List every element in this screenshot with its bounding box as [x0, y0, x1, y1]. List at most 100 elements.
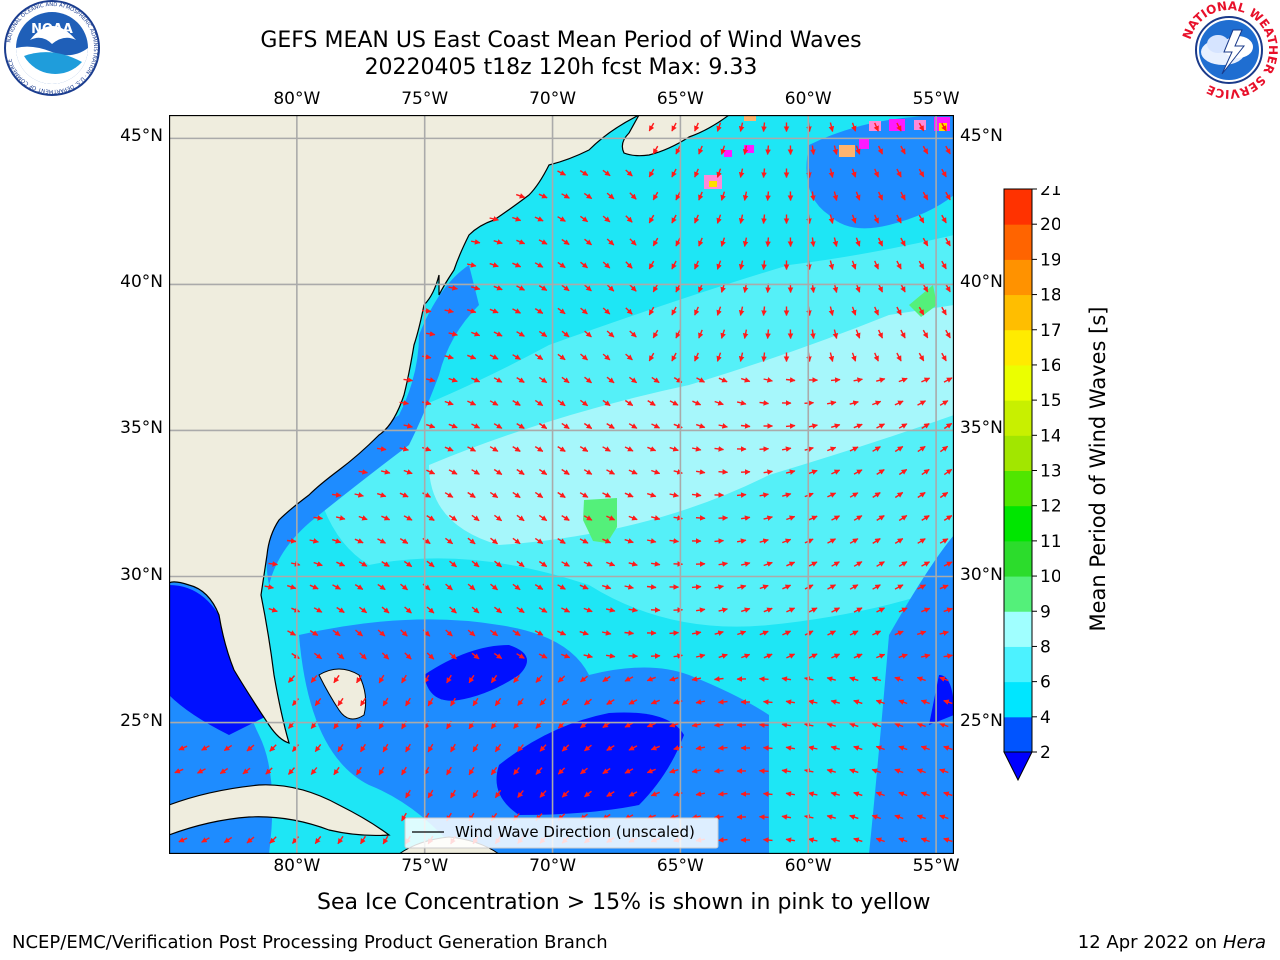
wind-wave-arrow [648, 168, 655, 178]
wind-wave-arrow [403, 515, 413, 521]
wind-wave-arrow [872, 400, 882, 406]
wind-wave-arrow [625, 261, 633, 269]
wind-wave-arrow [691, 722, 702, 728]
colorbar-tick-label: 18 [1040, 286, 1060, 306]
wind-wave-arrow [718, 561, 728, 567]
wind-wave-arrow [763, 607, 773, 613]
wind-wave-arrow [647, 446, 657, 452]
colorbar-block [1004, 224, 1032, 260]
footer-date-text: 12 Apr 2022 on [1077, 932, 1223, 953]
wind-wave-arrow [894, 491, 904, 499]
wind-wave-arrow [765, 237, 771, 248]
wind-wave-arrow [606, 791, 615, 797]
wind-wave-arrow [561, 284, 570, 292]
wind-wave-arrow [716, 352, 722, 362]
wind-wave-arrow [827, 446, 837, 452]
wind-wave-arrow [337, 743, 344, 753]
wind-wave-arrow [720, 191, 726, 201]
wind-wave-arrow [381, 561, 390, 567]
wind-wave-arrow [742, 145, 749, 155]
wind-wave-arrow [265, 767, 273, 775]
wind-wave-arrow [873, 306, 879, 316]
wind-wave-arrow [579, 215, 589, 223]
wind-wave-arrow [939, 445, 949, 453]
wind-wave-arrow [717, 837, 728, 843]
wind-wave-arrow [403, 560, 413, 568]
wind-wave-arrow [512, 583, 521, 591]
wind-wave-arrow [763, 469, 773, 475]
wind-wave-arrow [759, 584, 769, 590]
wind-wave-arrow [605, 607, 616, 613]
wind-wave-arrow [941, 260, 947, 270]
wind-wave-arrow [512, 400, 521, 406]
wind-wave-arrow [877, 329, 884, 339]
wind-wave-arrow [646, 676, 656, 682]
wind-wave-arrow [762, 791, 773, 797]
wind-wave-arrow [691, 446, 702, 452]
wind-wave-arrow [557, 399, 566, 407]
wind-wave-arrow [786, 515, 796, 521]
colorbar-block [1004, 259, 1032, 296]
wind-wave-arrow [561, 515, 570, 521]
wind-wave-arrow [650, 791, 660, 797]
wind-wave-arrow [400, 583, 408, 591]
footer-host: Hera [1222, 932, 1266, 953]
wind-wave-arrow [761, 352, 767, 363]
wind-wave-arrow [786, 561, 796, 567]
wind-wave-arrow [538, 514, 548, 522]
wind-wave-arrow [876, 515, 885, 521]
period-green-patch [583, 498, 617, 543]
wind-wave-arrow [223, 836, 233, 844]
wind-wave-arrow [898, 791, 908, 797]
wind-wave-arrow [628, 423, 638, 429]
wind-wave-arrow [534, 216, 544, 222]
wind-wave-arrow [873, 122, 879, 132]
wind-wave-arrow [470, 239, 481, 245]
wind-wave-arrow [943, 653, 953, 659]
wind-wave-arrow [580, 261, 588, 269]
wind-wave-arrow [738, 168, 745, 178]
wind-wave-arrow [403, 469, 413, 475]
wind-wave-arrow [920, 791, 930, 797]
wind-wave-arrow [810, 145, 816, 156]
wind-wave-arrow [584, 698, 592, 706]
wind-wave-arrow [538, 653, 548, 659]
wind-wave-arrow [444, 400, 454, 406]
wind-wave-arrow [740, 423, 751, 429]
wind-wave-arrow [310, 767, 318, 775]
wind-wave-arrow [943, 561, 953, 567]
wind-wave-arrow [918, 122, 925, 132]
wind-wave-arrow [360, 743, 366, 753]
colorbar-tick-label: 20 [1040, 215, 1060, 235]
wind-wave-arrow [539, 698, 547, 706]
wind-wave-arrow [354, 492, 364, 498]
wind-wave-arrow [493, 652, 503, 660]
wind-wave-arrow [871, 722, 882, 728]
wind-wave-arrow [538, 376, 548, 384]
wind-wave-arrow [624, 768, 634, 774]
wind-wave-arrow [827, 492, 837, 498]
wind-wave-arrow [714, 584, 724, 590]
wind-wave-arrow [808, 561, 818, 567]
colorbar-tick-label: 21 [1040, 186, 1060, 200]
wind-direction-legend: Wind Wave Direction (unscaled) [404, 817, 719, 849]
wind-wave-arrow [444, 446, 454, 452]
wind-wave-arrow [851, 214, 857, 224]
period-green-patch-2 [909, 285, 937, 317]
wind-wave-arrow [920, 837, 930, 843]
wind-wave-arrow [849, 814, 859, 820]
wind-wave-arrow [716, 306, 722, 316]
land-nova-scotia [621, 115, 731, 157]
wind-wave-arrow [467, 400, 477, 406]
wind-wave-arrow [785, 699, 796, 705]
wind-wave-arrow [695, 745, 706, 751]
wind-wave-arrow [939, 722, 949, 728]
wind-wave-arrow [448, 514, 458, 522]
axis-tick-label: 65°W [656, 856, 704, 876]
wind-wave-arrow [738, 260, 745, 270]
wind-wave-arrow [561, 468, 570, 476]
wind-wave-arrow [628, 469, 638, 475]
wind-wave-arrow [467, 537, 476, 545]
wind-wave-arrow [561, 422, 570, 430]
wind-wave-arrow [557, 261, 566, 269]
